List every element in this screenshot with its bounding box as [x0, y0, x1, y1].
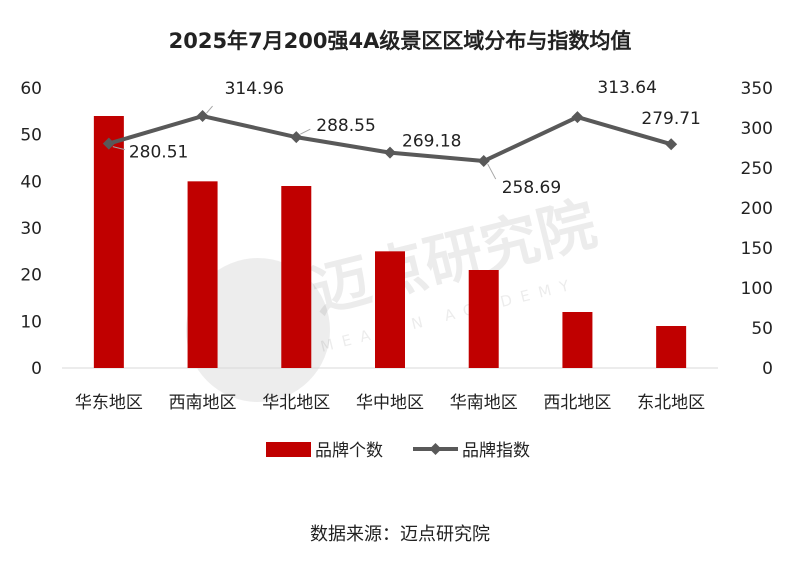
y-right-tick-label: 250 — [741, 159, 773, 179]
y-right-tick-label: 0 — [762, 359, 773, 379]
category-label: 华中地区 — [356, 393, 424, 413]
y-right-tick-label: 150 — [741, 239, 773, 259]
source-note: 数据来源：迈点研究院 — [310, 524, 490, 545]
line-marker — [665, 138, 678, 151]
line-marker — [102, 137, 115, 150]
x-axis: 华东地区 西南地区 华北地区 华中地区 华南地区 西北地区 东北地区 — [62, 367, 718, 413]
y-axis-right: 0 50 100 150 200 250 300 350 — [741, 79, 773, 379]
line-data-labels: 280.51 314.96 288.55 269.18 258.69 313.64 279.… — [112, 78, 701, 198]
line-data-label: 313.64 — [597, 78, 656, 98]
line-data-label: 279.71 — [641, 109, 700, 129]
data-label-leader — [300, 128, 311, 135]
y-right-tick-label: 200 — [741, 199, 773, 219]
y-left-tick-label: 10 — [20, 312, 42, 332]
legend-label-line: 品牌指数 — [462, 441, 530, 461]
line-series — [102, 110, 678, 168]
y-left-tick-label: 30 — [20, 219, 42, 239]
bar — [468, 270, 499, 368]
category-label: 华东地区 — [75, 393, 143, 413]
bar — [281, 186, 312, 368]
y-left-tick-label: 0 — [31, 359, 42, 379]
line-data-label: 314.96 — [225, 79, 284, 99]
line-data-label: 288.55 — [316, 116, 375, 136]
line-marker — [290, 131, 303, 144]
bar-series — [93, 116, 687, 368]
line-marker — [384, 146, 396, 159]
legend-swatch-marker — [429, 443, 442, 455]
category-label: 华北地区 — [262, 393, 330, 413]
data-label-leader — [206, 105, 213, 114]
y-left-tick-label: 60 — [20, 79, 42, 99]
category-label: 西北地区 — [543, 393, 611, 413]
legend-label-bar: 品牌个数 — [315, 441, 383, 461]
data-label-leader — [112, 146, 125, 151]
bar — [562, 312, 593, 368]
y-left-tick-label: 20 — [20, 266, 42, 286]
line-marker — [196, 110, 209, 123]
line-data-label: 269.18 — [402, 132, 461, 152]
y-right-tick-label: 50 — [751, 319, 773, 339]
y-right-tick-label: 100 — [741, 279, 773, 299]
y-right-tick-label: 350 — [741, 79, 773, 99]
legend-swatch-bar — [266, 442, 311, 457]
line-marker — [571, 111, 584, 124]
y-axis-left: 0 10 20 30 40 50 60 — [20, 79, 42, 379]
y-right-tick-label: 300 — [741, 119, 773, 139]
line-data-label: 258.69 — [502, 178, 561, 198]
bar — [656, 326, 687, 368]
y-left-tick-label: 40 — [20, 172, 42, 192]
legend: 品牌个数 品牌指数 — [266, 441, 530, 461]
y-left-tick-label: 50 — [20, 126, 42, 146]
category-label: 西南地区 — [169, 393, 237, 413]
category-label: 华南地区 — [450, 393, 518, 413]
line-marker — [477, 155, 490, 168]
bar — [187, 181, 218, 368]
line-data-label: 280.51 — [129, 143, 188, 163]
data-label-leader — [487, 163, 497, 180]
chart-title: 2025年7月200强4A级景区区域分布与指数均值 — [169, 29, 632, 53]
bar — [375, 251, 405, 368]
bar — [93, 116, 124, 368]
category-label: 东北地区 — [637, 393, 705, 413]
